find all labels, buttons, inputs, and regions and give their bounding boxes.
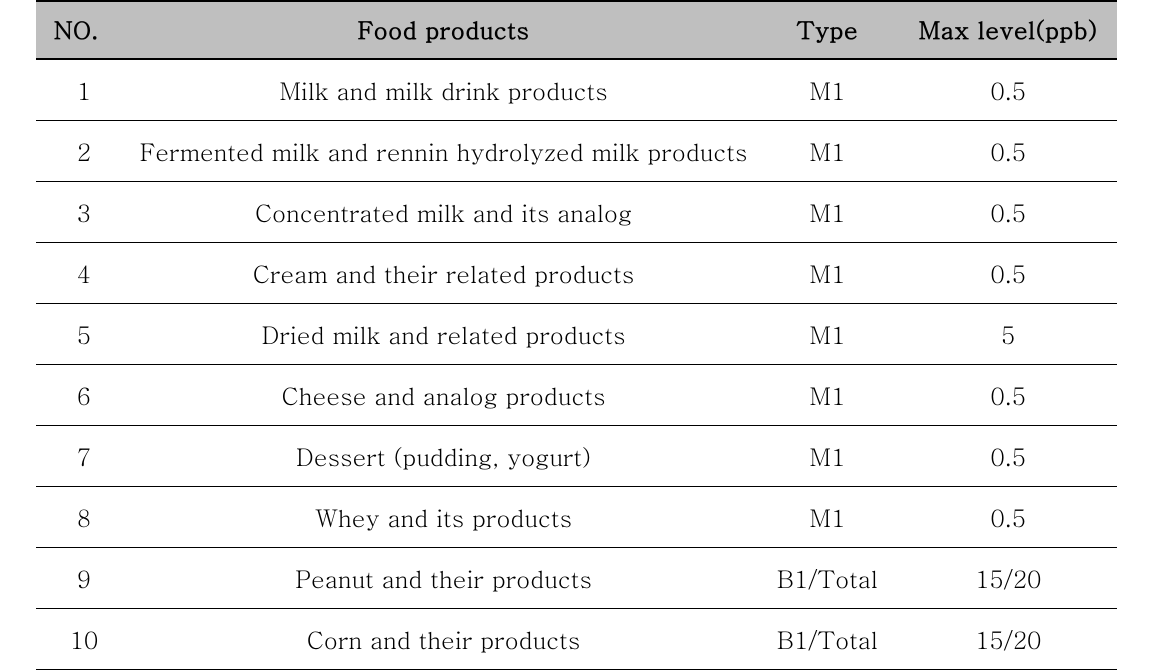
cell-no: 2 <box>36 121 132 182</box>
cell-max: 0.5 <box>899 121 1117 182</box>
table-row: 3 Concentrated milk and its analog M1 0.… <box>36 182 1117 243</box>
col-header-no: NO. <box>36 1 132 59</box>
cell-product: Concentrated milk and its analog <box>132 182 756 243</box>
cell-product: Dried milk and related products <box>132 304 756 365</box>
table-row: 5 Dried milk and related products M1 5 <box>36 304 1117 365</box>
cell-type: M1 <box>755 59 899 121</box>
cell-product: Whey and its products <box>132 487 756 548</box>
table-header-row: NO. Food products Type Max level(ppb) <box>36 1 1117 59</box>
col-header-product: Food products <box>132 1 756 59</box>
table-row: 10 Corn and their products B1/Total 15/2… <box>36 609 1117 670</box>
table-header: NO. Food products Type Max level(ppb) <box>36 1 1117 59</box>
table-row: 2 Fermented milk and rennin hydrolyzed m… <box>36 121 1117 182</box>
cell-no: 7 <box>36 426 132 487</box>
cell-max: 15/20 <box>899 609 1117 670</box>
table-row: 4 Cream and their related products M1 0.… <box>36 243 1117 304</box>
cell-no: 9 <box>36 548 132 609</box>
col-header-type: Type <box>755 1 899 59</box>
cell-product: Dessert (pudding, yogurt) <box>132 426 756 487</box>
cell-product: Milk and milk drink products <box>132 59 756 121</box>
cell-no: 3 <box>36 182 132 243</box>
cell-type: M1 <box>755 426 899 487</box>
food-products-table: NO. Food products Type Max level(ppb) 1 … <box>36 0 1117 670</box>
cell-max: 0.5 <box>899 365 1117 426</box>
cell-max: 0.5 <box>899 487 1117 548</box>
cell-max: 5 <box>899 304 1117 365</box>
cell-product: Corn and their products <box>132 609 756 670</box>
table-body: 1 Milk and milk drink products M1 0.5 2 … <box>36 59 1117 670</box>
cell-no: 10 <box>36 609 132 670</box>
cell-max: 0.5 <box>899 182 1117 243</box>
cell-type: M1 <box>755 121 899 182</box>
cell-type: M1 <box>755 182 899 243</box>
cell-no: 4 <box>36 243 132 304</box>
table-container: NO. Food products Type Max level(ppb) 1 … <box>0 0 1153 670</box>
cell-type: M1 <box>755 365 899 426</box>
cell-max: 0.5 <box>899 59 1117 121</box>
cell-type: M1 <box>755 487 899 548</box>
cell-product: Fermented milk and rennin hydrolyzed mil… <box>132 121 756 182</box>
cell-product: Cheese and analog products <box>132 365 756 426</box>
cell-type: B1/Total <box>755 609 899 670</box>
cell-max: 15/20 <box>899 548 1117 609</box>
cell-no: 6 <box>36 365 132 426</box>
cell-type: M1 <box>755 304 899 365</box>
table-row: 6 Cheese and analog products M1 0.5 <box>36 365 1117 426</box>
table-row: 7 Dessert (pudding, yogurt) M1 0.5 <box>36 426 1117 487</box>
cell-no: 8 <box>36 487 132 548</box>
cell-type: B1/Total <box>755 548 899 609</box>
cell-product: Peanut and their products <box>132 548 756 609</box>
cell-type: M1 <box>755 243 899 304</box>
cell-max: 0.5 <box>899 243 1117 304</box>
cell-no: 1 <box>36 59 132 121</box>
table-row: 1 Milk and milk drink products M1 0.5 <box>36 59 1117 121</box>
table-row: 9 Peanut and their products B1/Total 15/… <box>36 548 1117 609</box>
cell-product: Cream and their related products <box>132 243 756 304</box>
cell-no: 5 <box>36 304 132 365</box>
table-row: 8 Whey and its products M1 0.5 <box>36 487 1117 548</box>
cell-max: 0.5 <box>899 426 1117 487</box>
col-header-max: Max level(ppb) <box>899 1 1117 59</box>
